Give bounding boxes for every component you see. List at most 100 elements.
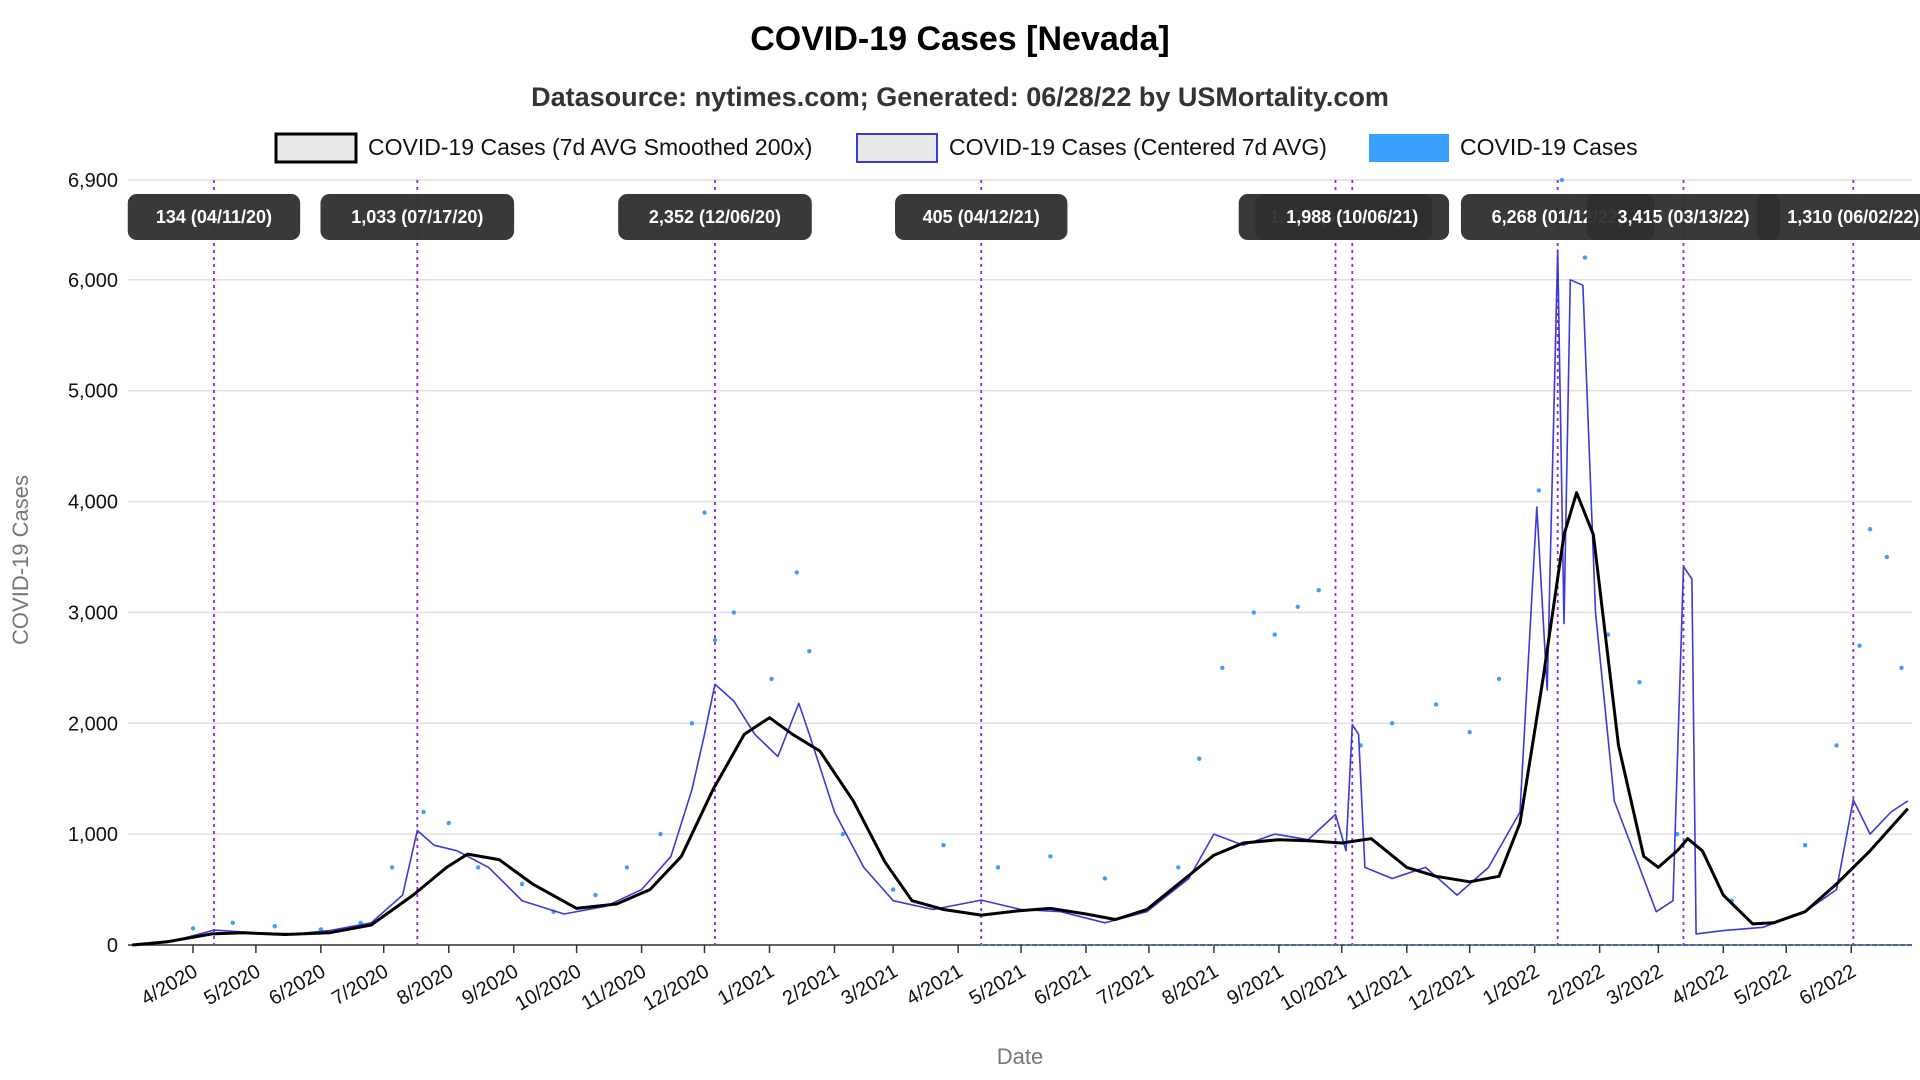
- x-tick-label: 4/2021: [903, 960, 967, 1010]
- y-tick-label: 6,900: [68, 170, 118, 192]
- case-point: [421, 809, 426, 815]
- legend-item-smoothed[interactable]: COVID-19 Cases (7d AVG Smoothed 200x): [274, 132, 812, 164]
- x-tick-label: 10/2021: [1277, 960, 1351, 1015]
- case-point: [769, 676, 774, 682]
- y-tick-label: 2,000: [68, 713, 118, 735]
- case-point: [658, 831, 663, 837]
- x-tick-label: 11/2020: [578, 960, 650, 1014]
- x-tick-label: 3/2022: [1603, 960, 1667, 1010]
- case-point: [190, 926, 196, 931]
- case-point: [1802, 843, 1808, 848]
- smoothed-line: [132, 491, 1909, 947]
- legend-label-cases: COVID-19 Cases: [1460, 134, 1638, 160]
- x-tick-label: 6/2022: [1796, 960, 1860, 1010]
- x-tick-label: 12/2020: [639, 960, 713, 1015]
- case-point: [1867, 527, 1873, 532]
- annotation-badge-bg: [1756, 194, 1920, 240]
- case-point: [1389, 721, 1395, 726]
- cases-scatter: [190, 177, 1912, 946]
- annotation-label: 1,310 (06/02/22): [1787, 207, 1919, 227]
- annotation-badge: 405 (04/12/21): [895, 194, 1068, 240]
- x-tick-label: 1/2022: [1479, 960, 1543, 1010]
- case-point: [702, 510, 707, 515]
- x-tick-label: 6/2020: [265, 960, 329, 1010]
- y-tick-label: 3,000: [68, 602, 118, 624]
- case-point: [941, 843, 946, 848]
- legend-swatch-smoothed: [274, 132, 358, 164]
- case-point: [1637, 680, 1642, 685]
- legend: COVID-19 Cases (7d AVG Smoothed 200x) CO…: [274, 132, 1638, 164]
- x-tick-label: 4/2022: [1668, 960, 1732, 1010]
- x-tick-label: 10/2020: [512, 960, 586, 1015]
- case-point: [689, 721, 695, 726]
- case-point: [1536, 488, 1542, 493]
- y-tick-label: 4,000: [68, 492, 118, 514]
- case-point: [1316, 588, 1321, 593]
- case-point: [1272, 632, 1277, 637]
- case-point: [624, 865, 630, 870]
- case-point: [794, 570, 799, 575]
- legend-label-centered: COVID-19 Cases (Centered 7d AVG): [949, 134, 1327, 160]
- case-point: [1884, 554, 1890, 560]
- x-tick-label: 4/2020: [138, 960, 202, 1010]
- x-tick-label: 12/2021: [1405, 960, 1479, 1015]
- x-tick-label: 5/2022: [1731, 960, 1795, 1010]
- case-point: [230, 920, 236, 926]
- case-point: [1496, 676, 1502, 682]
- annotation-label: 134 (04/11/20): [156, 207, 272, 227]
- case-point: [1467, 729, 1472, 735]
- x-tick-label: 6/2021: [1031, 960, 1095, 1010]
- y-axis-label: COVID-19 Cases: [8, 475, 33, 645]
- x-tick-label: 5/2021: [966, 960, 1030, 1010]
- annotation-badge-bg: [618, 194, 812, 240]
- gridlines: [128, 179, 1912, 946]
- annotation-badge-bg: [320, 194, 515, 240]
- case-point: [1899, 665, 1904, 671]
- x-tick-label: 8/2021: [1158, 960, 1222, 1010]
- case-point: [1834, 743, 1839, 748]
- annotation-badge-bg: [127, 194, 301, 240]
- case-point: [1295, 604, 1300, 610]
- x-tick-label: 1/2021: [714, 960, 778, 1010]
- case-point: [1675, 831, 1680, 837]
- legend-item-centered[interactable]: COVID-19 Cases (Centered 7d AVG): [856, 133, 1327, 163]
- centered-avg-line: [136, 249, 1909, 946]
- case-point: [446, 820, 451, 826]
- case-point: [1251, 610, 1256, 615]
- annotation-badge-bg: [1586, 194, 1781, 240]
- x-tick-label: 7/2020: [328, 960, 392, 1010]
- plot-area: [132, 177, 1912, 947]
- annotation-label: 1,033 (07/17/20): [351, 207, 483, 227]
- annotation-badge-bg: [1255, 194, 1450, 240]
- case-point: [1197, 756, 1202, 761]
- x-tick-label: 9/2020: [458, 960, 522, 1010]
- y-tick-label: 1,000: [68, 824, 118, 846]
- case-point: [995, 865, 1001, 870]
- case-point: [1176, 865, 1181, 870]
- y-tick-label: 6,000: [68, 270, 118, 292]
- x-tick-label: 8/2020: [393, 960, 457, 1010]
- legend-swatch-cases: [1369, 134, 1449, 162]
- annotation-badge: 1,988 (10/06/21): [1255, 194, 1450, 240]
- annotation-badge-bg: [895, 194, 1068, 240]
- case-point: [1582, 255, 1588, 260]
- case-point: [272, 923, 277, 929]
- case-point: [1559, 177, 1565, 183]
- annotation-badge: 3,415 (03/13/22): [1586, 194, 1781, 240]
- annotation-badge: 1,310 (06/02/22): [1756, 194, 1920, 240]
- case-point: [890, 887, 896, 892]
- annotation-labels: 134 (04/11/20) 1,033 (07/17/20) 2,352 (12/…: [127, 194, 1920, 240]
- annotation-badge: 2,352 (12/06/20): [618, 194, 812, 240]
- annotation-label: 1,988 (10/06/21): [1286, 207, 1418, 227]
- case-point: [389, 865, 395, 870]
- case-point: [593, 892, 598, 898]
- case-point: [475, 865, 481, 870]
- case-point: [519, 881, 525, 887]
- annotation-label: 405 (04/12/21): [923, 207, 1040, 227]
- x-tick-label: 9/2021: [1223, 960, 1287, 1010]
- legend-item-cases[interactable]: COVID-19 Cases: [1369, 134, 1638, 162]
- legend-swatch-centered: [856, 133, 938, 163]
- case-point: [712, 637, 718, 643]
